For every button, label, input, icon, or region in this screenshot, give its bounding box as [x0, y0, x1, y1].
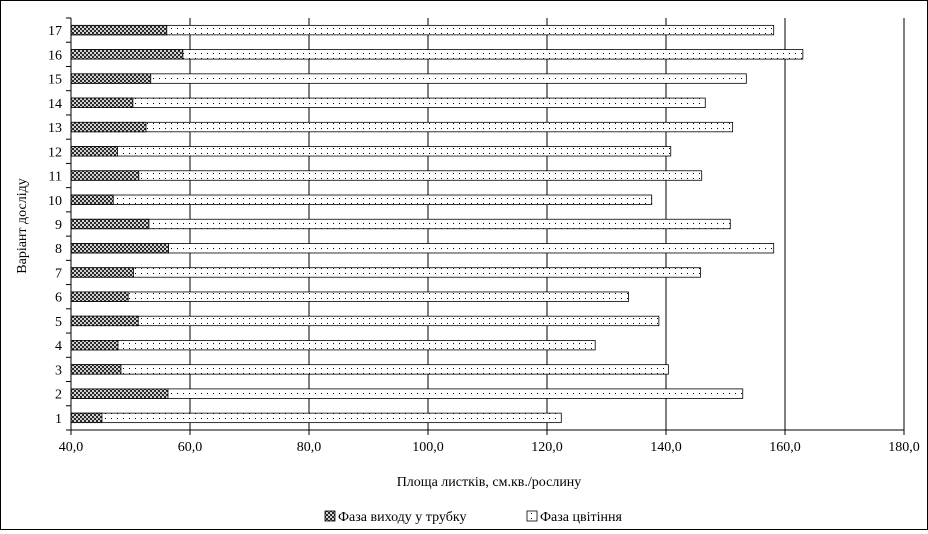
y-tick-label: 2 [55, 388, 62, 403]
y-tick-label: 6 [55, 291, 62, 306]
bar-series-2-variant-15 [70, 73, 747, 84]
bar-series-2-variant-17 [70, 24, 775, 36]
y-tick-label: 8 [55, 242, 62, 257]
bar-series-2-variant-13 [70, 121, 734, 133]
legend-label-series-2: Фаза цвітіння [540, 510, 623, 525]
y-tick-label: 12 [48, 145, 62, 160]
x-tick-label: 40,0 [59, 440, 84, 455]
y-tick-label: 4 [55, 339, 62, 354]
bar-series-1-variant-8 [70, 243, 169, 254]
x-tick-label: 120,0 [531, 440, 563, 455]
bar-series-2-variant-12 [70, 146, 672, 157]
bar-series-2-variant-9 [70, 218, 731, 230]
y-tick-label: 17 [48, 24, 62, 39]
bar-series-1-variant-4 [70, 340, 119, 351]
x-tick-label: 80,0 [297, 440, 322, 455]
bar-series-1-variant-17 [70, 24, 168, 36]
bar-series-1-variant-12 [70, 146, 118, 157]
bars [70, 24, 804, 424]
y-tick-label: 5 [55, 315, 62, 330]
bar-series-1-variant-14 [70, 97, 134, 108]
bar-series-1-variant-6 [70, 291, 129, 302]
bar-series-1-variant-10 [70, 194, 114, 205]
bar-series-1-variant-9 [70, 218, 150, 230]
y-tick-label: 16 [48, 48, 62, 63]
y-tick-label: 1 [55, 412, 62, 427]
x-tick-label: 180,0 [888, 440, 920, 455]
bar-series-2-variant-4 [70, 340, 596, 351]
bar-series-2-variant-7 [70, 267, 701, 278]
bar-series-2-variant-5 [70, 315, 660, 327]
legend-swatch-series-2 [526, 510, 538, 522]
bar-series-2-variant-14 [70, 97, 706, 108]
y-tick-label: 9 [55, 218, 62, 233]
bar-series-2-variant-8 [70, 243, 775, 254]
y-tick-label: 13 [48, 121, 62, 136]
y-tick-label: 11 [49, 170, 62, 185]
x-axis-title: Площа листків, см.кв./рослину [397, 475, 582, 490]
bar-series-2-variant-2 [70, 388, 744, 399]
bar-series-1-variant-15 [70, 73, 152, 84]
legend-label-series-1: Фаза виходу у трубку [338, 510, 466, 525]
bar-series-2-variant-11 [70, 170, 703, 181]
x-tick-labels: 40,0 60,0 80,0 100,0 120,0 140,0 160,0 180,0 [59, 440, 920, 455]
y-tick-label: 14 [48, 97, 62, 112]
bar-series-1-variant-13 [70, 121, 147, 133]
y-axis-title: Варіант досліду [15, 178, 30, 273]
axes [66, 17, 905, 435]
y-tick-label: 10 [48, 194, 62, 209]
y-tick-label: 3 [55, 363, 62, 378]
y-tick-label: 7 [55, 266, 62, 281]
x-tick-label: 60,0 [178, 440, 203, 455]
bar-series-1-variant-16 [70, 49, 184, 60]
x-tick-label: 140,0 [650, 440, 682, 455]
bar-series-2-variant-3 [70, 364, 669, 375]
bar-series-1-variant-2 [70, 388, 169, 399]
x-tick-label: 100,0 [412, 440, 444, 455]
bar-series-2-variant-1 [70, 412, 562, 424]
y-tick-label: 15 [48, 73, 62, 88]
bar-series-1-variant-5 [70, 315, 139, 327]
bar-series-1-variant-1 [70, 412, 103, 424]
legend: Фаза виходу у трубку Фаза цвітіння [324, 510, 623, 525]
x-tick-label: 160,0 [769, 440, 801, 455]
legend-swatch-series-1 [324, 510, 336, 522]
bar-series-1-variant-3 [70, 364, 122, 375]
bar-series-2-variant-6 [70, 291, 629, 302]
bar-series-1-variant-11 [70, 170, 140, 181]
bar-series-1-variant-7 [70, 267, 134, 278]
bar-series-2-variant-10 [70, 194, 653, 205]
